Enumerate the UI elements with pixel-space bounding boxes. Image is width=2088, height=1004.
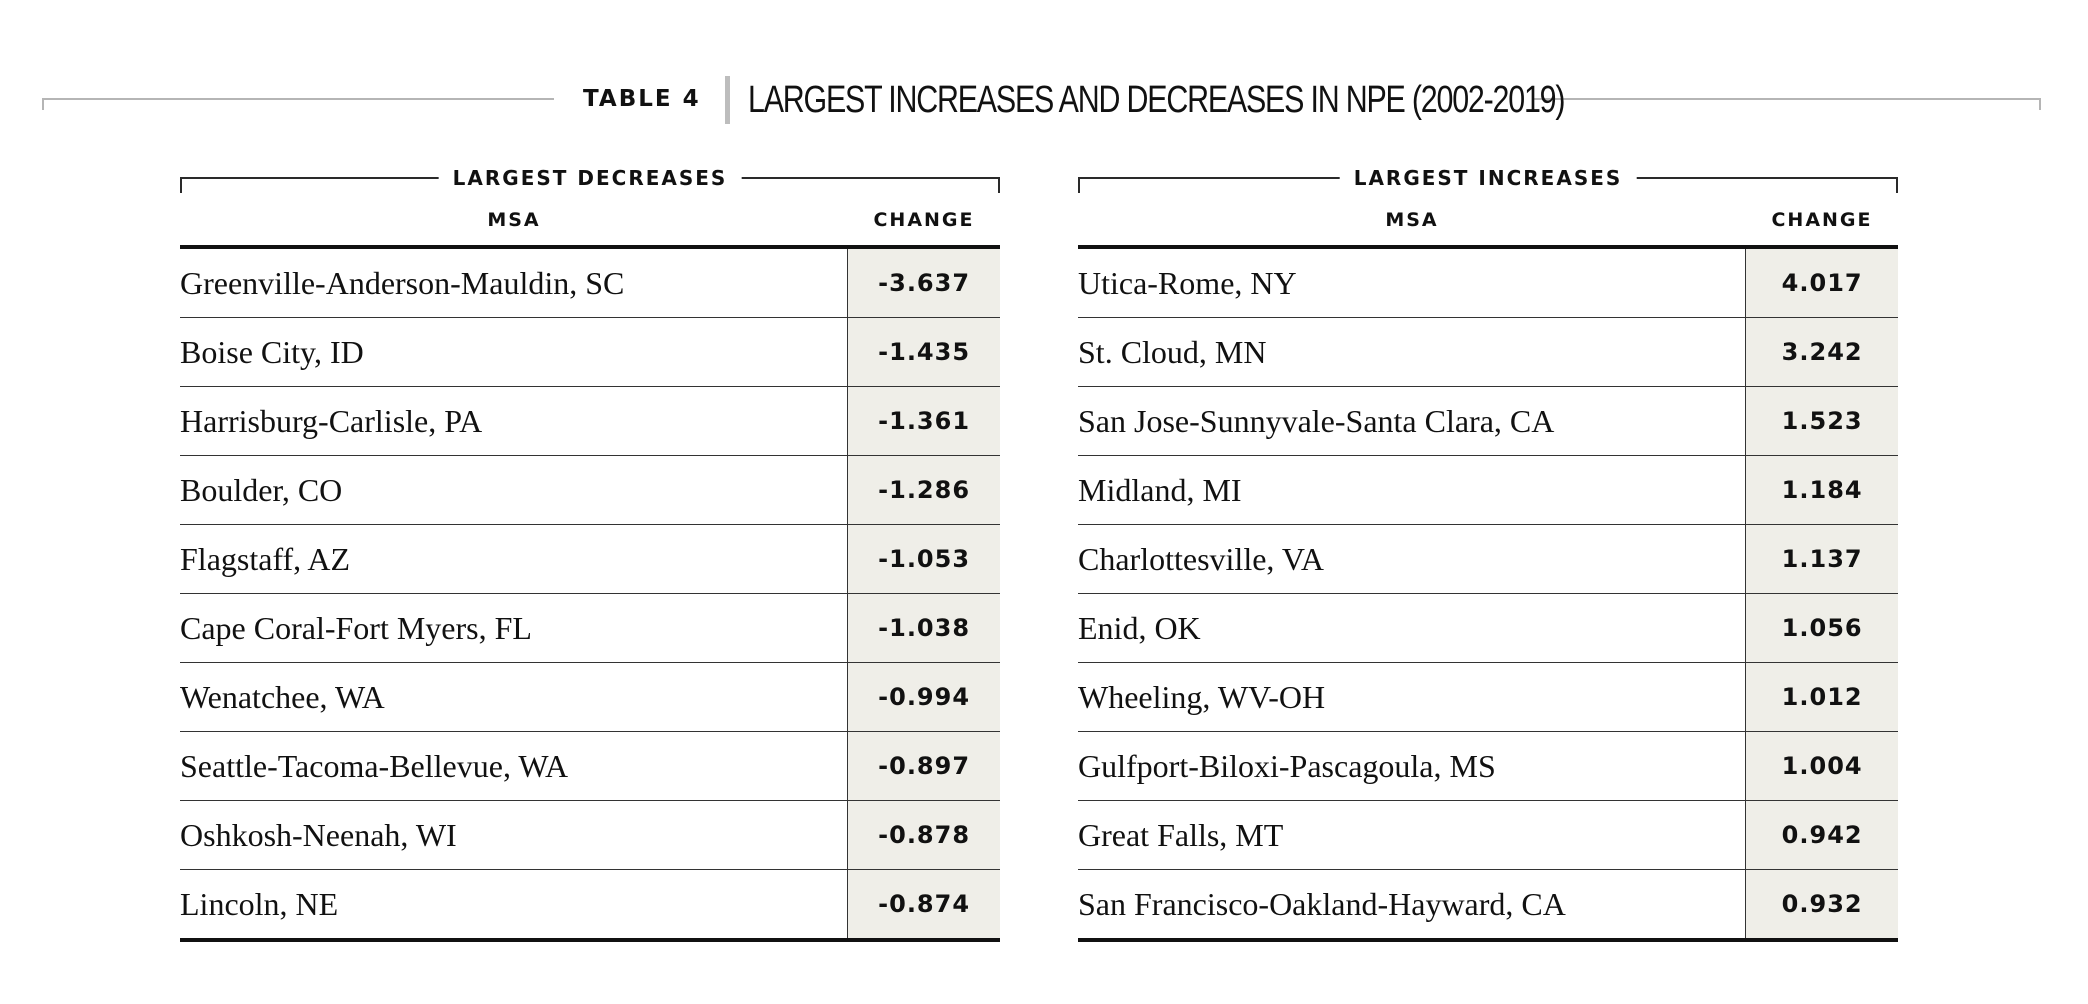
decreases-table: Greenville-Anderson-Mauldin, SC -3.637 Boi…: [180, 245, 1000, 942]
decreases-panel: LARGEST DECREASES MSA CHANGE Greenville-…: [180, 165, 1000, 942]
msa-cell: St. Cloud, MN: [1078, 317, 1746, 387]
table-row: St. Cloud, MN 3.242: [1078, 317, 1898, 387]
msa-cell: Cape Coral-Fort Myers, FL: [180, 593, 848, 663]
msa-cell: Great Falls, MT: [1078, 800, 1746, 870]
msa-cell: Charlottesville, VA: [1078, 524, 1746, 594]
title-divider: [725, 76, 730, 124]
increases-table: Utica-Rome, NY 4.017 St. Cloud, MN 3.242 San…: [1078, 245, 1898, 942]
table-title: LARGEST INCREASES AND DECREASES IN NPE (…: [748, 79, 1565, 121]
msa-cell: Enid, OK: [1078, 593, 1746, 663]
msa-cell: Gulfport-Biloxi-Pascagoula, MS: [1078, 731, 1746, 801]
msa-cell: Boulder, CO: [180, 455, 848, 525]
change-cell: 1.012: [1745, 662, 1898, 732]
change-cell: -0.874: [847, 869, 1000, 940]
decreases-msa-header: MSA: [487, 209, 541, 231]
title-rule-left-tick: [42, 98, 44, 110]
change-cell: -0.897: [847, 731, 1000, 801]
table-row: San Francisco-Oakland-Hayward, CA 0.932: [1078, 869, 1898, 940]
change-cell: -1.286: [847, 455, 1000, 525]
change-cell: 0.942: [1745, 800, 1898, 870]
msa-cell: Boise City, ID: [180, 317, 848, 387]
increases-msa-header: MSA: [1385, 209, 1439, 231]
table-row: Lincoln, NE -0.874: [180, 869, 1000, 940]
change-cell: -1.038: [847, 593, 1000, 663]
table-row: Greenville-Anderson-Mauldin, SC -3.637: [180, 247, 1000, 318]
table-row: Boulder, CO -1.286: [180, 455, 1000, 525]
increases-group-label: LARGEST INCREASES: [1339, 165, 1637, 191]
msa-cell: Oshkosh-Neenah, WI: [180, 800, 848, 870]
table-row: Great Falls, MT 0.942: [1078, 800, 1898, 870]
msa-cell: Wheeling, WV-OH: [1078, 662, 1746, 732]
table-row: Flagstaff, AZ -1.053: [180, 524, 1000, 594]
decreases-group-header: LARGEST DECREASES: [180, 165, 1000, 195]
table-row: Utica-Rome, NY 4.017: [1078, 247, 1898, 318]
change-cell: -0.878: [847, 800, 1000, 870]
table-number-label: TABLE 4: [583, 86, 701, 112]
change-cell: 1.184: [1745, 455, 1898, 525]
title-rule-right: [1532, 98, 2041, 100]
change-cell: -0.994: [847, 662, 1000, 732]
change-cell: 4.017: [1745, 247, 1898, 318]
table-row: Wenatchee, WA -0.994: [180, 662, 1000, 732]
change-cell: 1.523: [1745, 386, 1898, 456]
msa-cell: San Jose-Sunnyvale-Santa Clara, CA: [1078, 386, 1746, 456]
decreases-group-label: LARGEST DECREASES: [438, 165, 742, 191]
table-row: Oshkosh-Neenah, WI -0.878: [180, 800, 1000, 870]
table-row: Midland, MI 1.184: [1078, 455, 1898, 525]
change-cell: 1.056: [1745, 593, 1898, 663]
change-cell: 3.242: [1745, 317, 1898, 387]
table-row: Enid, OK 1.056: [1078, 593, 1898, 663]
change-cell: -1.361: [847, 386, 1000, 456]
msa-cell: Utica-Rome, NY: [1078, 247, 1746, 318]
change-cell: -3.637: [847, 247, 1000, 318]
table-row: Cape Coral-Fort Myers, FL -1.038: [180, 593, 1000, 663]
change-cell: 1.137: [1745, 524, 1898, 594]
table-row: San Jose-Sunnyvale-Santa Clara, CA 1.523: [1078, 386, 1898, 456]
msa-cell: Greenville-Anderson-Mauldin, SC: [180, 247, 848, 318]
title-rule-left: [42, 98, 554, 100]
change-cell: -1.053: [847, 524, 1000, 594]
decreases-change-header: CHANGE: [873, 209, 975, 231]
msa-cell: San Francisco-Oakland-Hayward, CA: [1078, 885, 1566, 922]
table-row: Charlottesville, VA 1.137: [1078, 524, 1898, 594]
increases-group-header: LARGEST INCREASES: [1078, 165, 1898, 195]
msa-cell: Wenatchee, WA: [180, 662, 848, 732]
table-row: Boise City, ID -1.435: [180, 317, 1000, 387]
msa-cell: Lincoln, NE: [180, 885, 339, 922]
msa-cell: Flagstaff, AZ: [180, 524, 848, 594]
msa-cell: Midland, MI: [1078, 455, 1746, 525]
change-cell: 0.932: [1745, 869, 1898, 940]
change-cell: 1.004: [1745, 731, 1898, 801]
title-rule-right-tick: [2039, 98, 2041, 110]
change-cell: -1.435: [847, 317, 1000, 387]
decreases-column-headers: MSA CHANGE: [180, 195, 1000, 245]
table-row: Seattle-Tacoma-Bellevue, WA -0.897: [180, 731, 1000, 801]
increases-panel: LARGEST INCREASES MSA CHANGE Utica-Rome,…: [1078, 165, 1898, 942]
msa-cell: Seattle-Tacoma-Bellevue, WA: [180, 731, 848, 801]
table-row: Gulfport-Biloxi-Pascagoula, MS 1.004: [1078, 731, 1898, 801]
table-row: Harrisburg-Carlisle, PA -1.361: [180, 386, 1000, 456]
msa-cell: Harrisburg-Carlisle, PA: [180, 386, 848, 456]
increases-column-headers: MSA CHANGE: [1078, 195, 1898, 245]
increases-change-header: CHANGE: [1771, 209, 1873, 231]
table-row: Wheeling, WV-OH 1.012: [1078, 662, 1898, 732]
